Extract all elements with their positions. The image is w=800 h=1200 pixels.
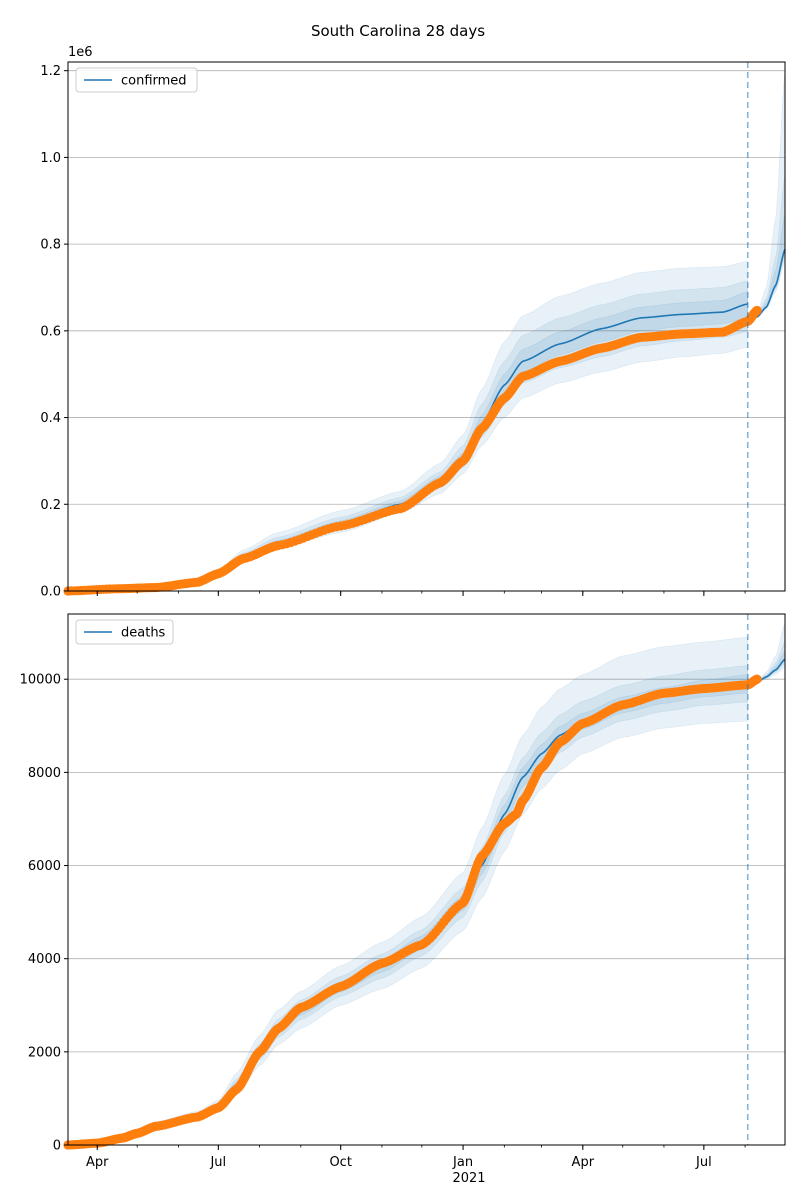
axes-frame — [67, 613, 786, 1146]
legend-label: deaths — [121, 626, 166, 641]
chart-title: South Carolina 28 days — [311, 22, 485, 40]
y-tick-label: 0.4 — [40, 411, 61, 426]
x-tick-label: Oct — [329, 1155, 351, 1170]
y-tick-label: 0.6 — [40, 324, 61, 339]
y-tick-label: 1.2 — [40, 64, 61, 79]
legend-box — [75, 67, 198, 93]
observed-point — [752, 305, 762, 316]
x-tick-label: Apr — [572, 1155, 595, 1170]
observed-points — [63, 674, 762, 1150]
x-tick-label: Apr — [86, 1155, 109, 1170]
x-year-label: 2021 — [452, 1171, 485, 1186]
y-tick-label: 10000 — [20, 673, 61, 688]
y-tick-label: 2000 — [28, 1045, 61, 1060]
y-offset-label: 1e6 — [68, 45, 93, 60]
x-tick-label: Jul — [695, 1155, 712, 1170]
y-tick-label: 0 — [53, 1139, 61, 1154]
y-tick-label: 8000 — [28, 766, 61, 781]
y-tick-label: 6000 — [28, 859, 61, 874]
panel-confirmed: 0.0 0.2 0.4 0.6 0.8 1.0 1.2 1e6 confirmed — [40, 45, 786, 600]
observed-point — [752, 674, 762, 684]
x-tick-label: Jan — [452, 1155, 473, 1170]
legend-box — [75, 619, 174, 645]
y-tick-label: 1.0 — [40, 151, 61, 166]
y-tick-label: 4000 — [28, 952, 61, 967]
observed-points — [63, 305, 762, 596]
model-median-line — [67, 683, 748, 1146]
forecast-band-1 — [747, 70, 786, 322]
y-tick-label: 0.2 — [40, 498, 61, 513]
x-tick-label: Jul — [209, 1155, 226, 1170]
model-band-3 — [67, 674, 749, 1146]
legend: confirmed — [75, 67, 198, 93]
legend: deaths — [75, 619, 174, 645]
y-tick-label: 0.0 — [40, 585, 61, 600]
y-tick-label: 0.8 — [40, 238, 61, 253]
axes-frame — [67, 61, 786, 592]
legend-label: confirmed — [121, 74, 187, 89]
model-band-2 — [67, 665, 749, 1146]
panel-deaths: 0 2000 4000 6000 8000 10000 Apr Jul Oct Jan Apr Jul… — [20, 613, 786, 1170]
